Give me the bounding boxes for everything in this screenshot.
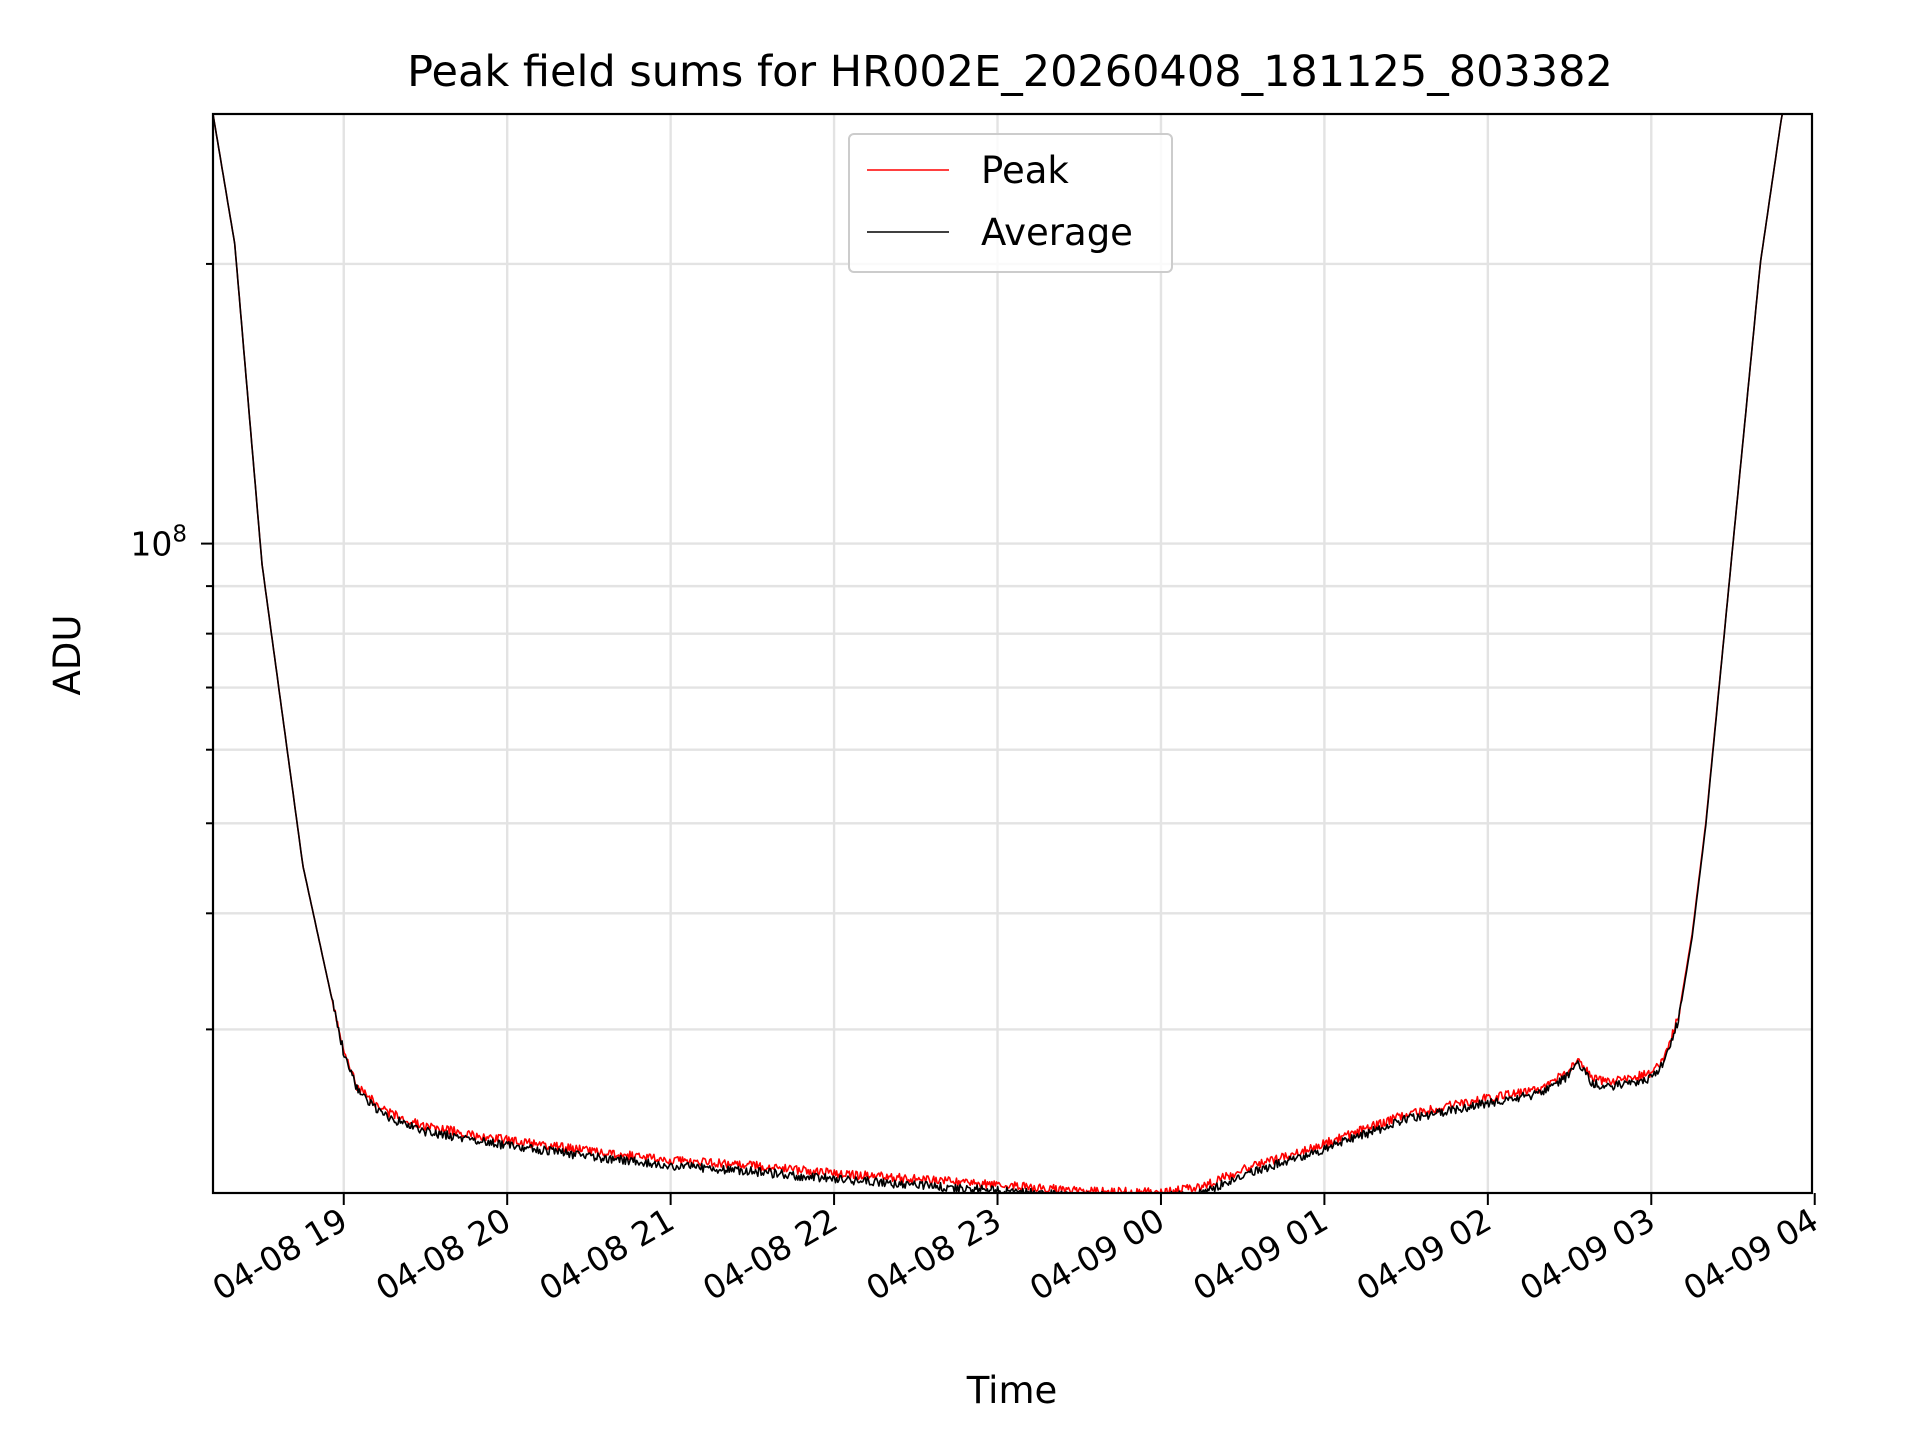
x-tick-label: 04-08 21 (533, 1200, 681, 1308)
series-line-average (213, 114, 1812, 1193)
x-tick-label: 04-09 01 (1186, 1200, 1334, 1308)
x-axis: 04-08 19 04-08 20 04-08 21 04-08 22 04-08 23… (206, 1193, 1825, 1308)
x-tick-label: 04-09 02 (1350, 1200, 1498, 1308)
legend-label-average: Average (981, 211, 1133, 254)
x-tick-label: 04-08 19 (206, 1200, 354, 1308)
y-tick-label: 108 (130, 522, 187, 564)
y-axis: 108 (130, 262, 213, 1031)
chart-title: Peak field sums for HR002E_20260408_1811… (407, 47, 1613, 97)
plot-frame (211, 112, 1814, 1195)
plot-lines (213, 114, 1812, 1193)
grid-lines (213, 114, 1812, 1193)
series-line-peak (213, 114, 1812, 1193)
x-axis-label: Time (966, 1369, 1058, 1412)
x-tick-label: 04-08 20 (369, 1200, 517, 1308)
y-axis-label: ADU (46, 615, 89, 696)
legend-box (848, 133, 1173, 273)
x-tick-label: 04-08 23 (860, 1200, 1008, 1308)
legend-label-peak: Peak (981, 149, 1069, 192)
x-tick-label: 04-09 00 (1023, 1200, 1171, 1308)
x-tick-label: 04-09 03 (1513, 1200, 1661, 1308)
x-tick-label: 04-09 04 (1677, 1200, 1825, 1308)
legend: Peak Average (848, 133, 1173, 273)
x-tick-label: 04-08 22 (696, 1200, 844, 1308)
